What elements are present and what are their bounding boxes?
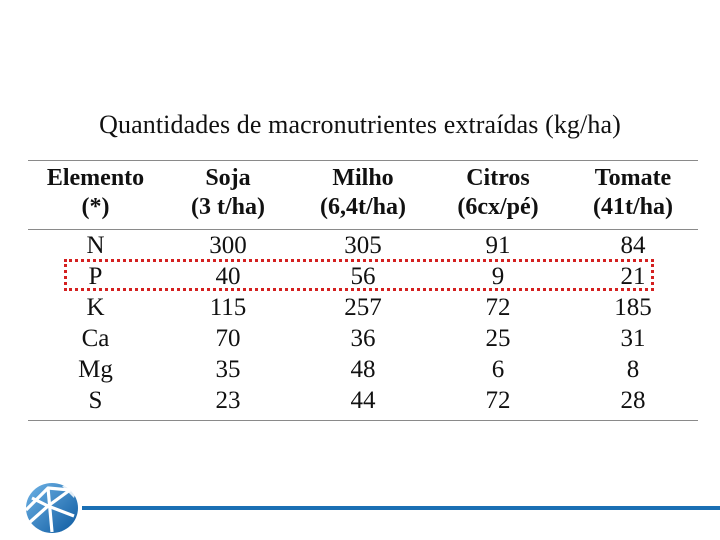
cell-tomate: 84 — [620, 232, 646, 259]
cell-soja: 23 — [215, 387, 241, 414]
cell-element: Mg — [78, 356, 113, 383]
cell-soja: 35 — [215, 356, 241, 383]
table-row: N 300 305 91 84 — [28, 230, 698, 262]
cell-citros: 9 — [491, 263, 505, 290]
header-soja-title: Soja — [205, 165, 251, 191]
cell-milho: 305 — [344, 232, 382, 259]
header-milho: Milho (6,4t/ha) — [298, 164, 428, 226]
cell-citros: 91 — [485, 232, 511, 259]
cell-tomate: 31 — [620, 325, 646, 352]
header-tomate-title: Tomate — [594, 165, 672, 191]
header-tomate-unit: (41t/ha) — [593, 194, 673, 220]
footer-line — [82, 506, 720, 510]
cell-tomate: 21 — [620, 263, 646, 290]
header-elemento-unit: (*) — [81, 194, 110, 220]
table-bottom-rule — [28, 420, 698, 421]
slide-caption: Quantidades de macronutrientes extraídas… — [99, 110, 621, 139]
cell-soja: 40 — [215, 263, 241, 290]
table-row: P 40 56 9 21 — [28, 261, 698, 293]
university-logo-icon — [24, 483, 78, 533]
cell-milho: 48 — [350, 356, 376, 383]
header-citros-title: Citros — [466, 165, 530, 191]
cell-soja: 70 — [215, 325, 241, 352]
cell-tomate: 185 — [614, 294, 652, 321]
cell-citros: 6 — [491, 356, 505, 383]
cell-milho: 56 — [350, 263, 376, 290]
cell-tomate: 8 — [626, 356, 640, 383]
cell-soja: 115 — [209, 294, 247, 321]
cell-citros: 25 — [485, 325, 511, 352]
header-elemento-title: Elemento — [46, 165, 145, 191]
cell-soja: 300 — [209, 232, 247, 259]
cell-element: N — [86, 232, 105, 259]
table-row: Mg 35 48 6 8 — [28, 354, 698, 386]
header-citros-unit: (6cx/pé) — [457, 194, 539, 220]
header-milho-title: Milho — [332, 165, 394, 191]
header-milho-unit: (6,4t/ha) — [320, 194, 406, 220]
cell-element: Ca — [81, 325, 110, 352]
table-row: Ca 70 36 25 31 — [28, 323, 698, 355]
header-elemento: Elemento (*) — [28, 164, 163, 226]
cell-citros: 72 — [485, 387, 511, 414]
table-header-rule — [28, 229, 698, 230]
highlight-row-p-box — [64, 259, 654, 291]
table-header-row: Elemento (*) Soja (3 t/ha) Milho (6,4t/h… — [28, 164, 698, 226]
header-soja-unit: (3 t/ha) — [191, 194, 265, 220]
cell-milho: 44 — [350, 387, 376, 414]
header-soja: Soja (3 t/ha) — [168, 164, 288, 226]
cell-element: P — [88, 263, 103, 290]
cell-milho: 36 — [350, 325, 376, 352]
macronutrient-table: Elemento (*) Soja (3 t/ha) Milho (6,4t/h… — [28, 160, 698, 422]
cell-element: K — [86, 294, 105, 321]
table-row: S 23 44 72 28 — [28, 385, 698, 417]
header-citros: Citros (6cx/pé) — [438, 164, 558, 226]
cell-milho: 257 — [344, 294, 382, 321]
table-row: K 115 257 72 185 — [28, 292, 698, 324]
header-tomate: Tomate (41t/ha) — [568, 164, 698, 226]
table-top-rule — [28, 160, 698, 161]
cell-citros: 72 — [485, 294, 511, 321]
cell-element: S — [88, 387, 103, 414]
cell-tomate: 28 — [620, 387, 646, 414]
